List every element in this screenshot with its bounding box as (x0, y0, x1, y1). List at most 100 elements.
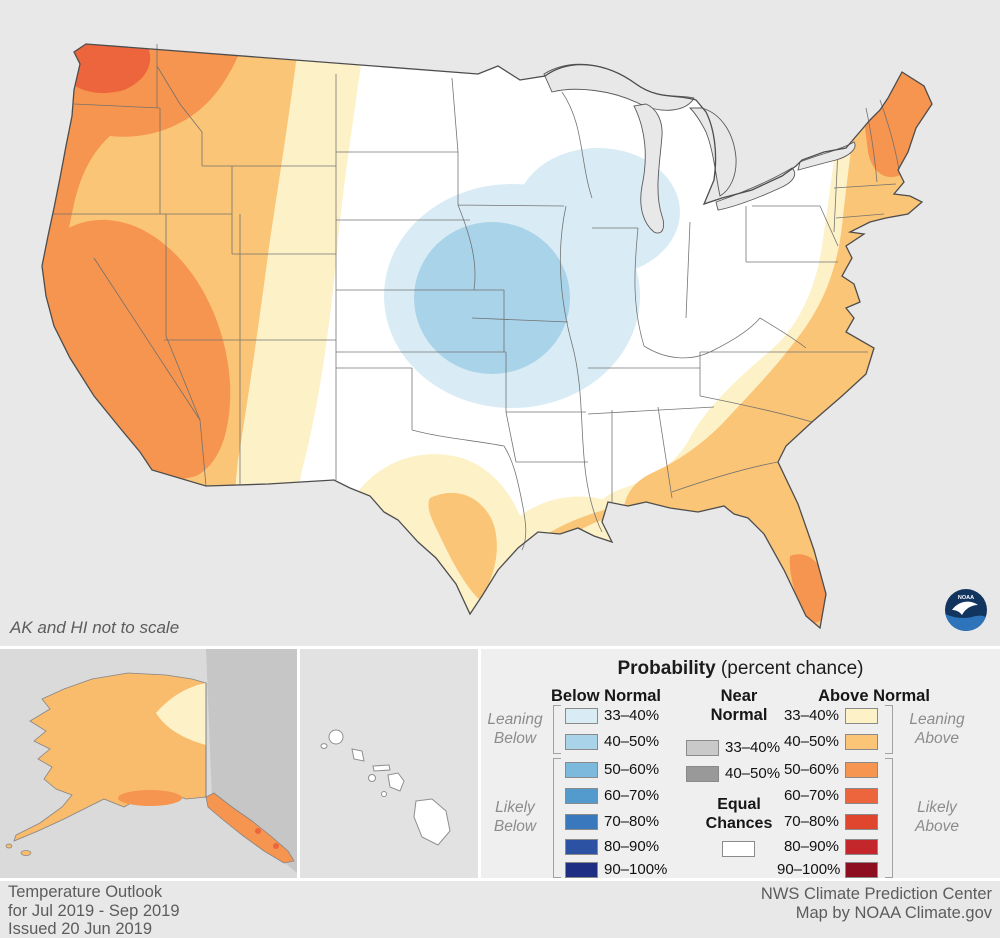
legend-row-label: 60–70% (604, 787, 660, 804)
group-label-likely-below: Likely Below (493, 799, 537, 835)
legend-row-label: 33–40% (604, 707, 660, 724)
island-kauai (328, 729, 344, 745)
alaska-above-50-60-coast (118, 790, 182, 806)
legend-swatch (722, 841, 755, 857)
legend-row-label: 40–50% (725, 765, 781, 782)
island-oahu (351, 748, 365, 762)
footer-period: for Jul 2019 - Sep 2019 (8, 901, 180, 920)
footer: Temperature Outlook for Jul 2019 - Sep 2… (0, 881, 1000, 938)
legend-swatch (565, 838, 598, 855)
florida-above-50-60 (789, 554, 828, 623)
legend-row-near-1: 40–50% (686, 765, 780, 782)
legend-swatch (686, 765, 719, 782)
legend-row-below-6: 90–100% (565, 861, 667, 878)
lake-huron (688, 107, 737, 197)
island-molokai (372, 764, 391, 772)
noaa-sea-shape (945, 614, 987, 631)
legend-row-near-0: 33–40% (686, 739, 780, 756)
group-label-leaning-above: Leaning Above (909, 711, 965, 747)
legend-row-label: 70–80% (783, 813, 839, 830)
bracket-likely-above (885, 758, 893, 878)
footer-source: NWS Climate Prediction Center (760, 885, 992, 903)
legend-title: Probability (percent chance) (481, 658, 1000, 680)
legend-swatch (845, 761, 878, 778)
legend-swatch (565, 813, 598, 830)
legend-row-label: 90–100% (777, 861, 841, 878)
legend-swatch (565, 787, 598, 804)
center-below-40-50 (414, 222, 570, 374)
island-hawaii (413, 798, 451, 846)
legend-panel: Probability (percent chance) Below Norma… (481, 649, 1000, 878)
legend-row-label: 40–50% (783, 733, 839, 750)
legend-swatch (845, 733, 878, 750)
legend-swatch (565, 761, 598, 778)
legend-row-below-1: 40–50% (565, 733, 659, 750)
noaa-logo: NOAA (944, 588, 988, 632)
legend-row-above-3: 60–70% (777, 787, 878, 804)
panhandle-above-60-70-spot2 (273, 843, 279, 849)
footer-left: Temperature Outlook for Jul 2019 - Sep 2… (8, 883, 180, 938)
group-label-likely-above: Likely Above (915, 799, 959, 835)
legend-swatch (686, 739, 719, 756)
legend-row-label: 60–70% (783, 787, 839, 804)
legend-swatch (845, 707, 878, 724)
hawaii-islands-equal-chances (320, 729, 451, 846)
footer-issued: Issued 20 Jun 2019 (8, 920, 153, 938)
island-kahoolawe (381, 791, 387, 797)
newengland-above-50-60 (856, 44, 932, 177)
bracket-likely-below (553, 758, 561, 878)
noaa-gull-shape (952, 601, 978, 615)
legend-row-label: 90–100% (604, 861, 668, 878)
conus-map-area: AK and HI not to scale NOAA (0, 0, 1000, 646)
legend-title-bold: Probability (617, 658, 716, 679)
state-borders (52, 44, 900, 551)
alaska-panhandle-above-50-60 (205, 792, 295, 864)
panhandle-above-60-70-spot (255, 828, 261, 834)
legend-header-above: Above Normal (818, 687, 930, 705)
legend-swatch (845, 813, 878, 830)
center-below-33-40-b (516, 148, 680, 276)
texas-above-40-50 (428, 492, 497, 600)
legend-row-label: 80–90% (783, 838, 839, 855)
legend-row-above-1: 40–50% (777, 733, 878, 750)
island-lanai (368, 774, 376, 782)
lake-michigan (633, 103, 665, 234)
legend-row-below-0: 33–40% (565, 707, 659, 724)
hawaii-inset-svg (300, 649, 478, 878)
legend-swatch (565, 733, 598, 750)
legend-title-rest: (percent chance) (715, 658, 864, 679)
legend-swatch (845, 861, 878, 878)
bottom-row: Probability (percent chance) Below Norma… (0, 649, 1000, 878)
legend-swatch (565, 707, 598, 724)
alaska-above-33-40 (156, 683, 206, 745)
legend-row-above-5: 80–90% (777, 838, 878, 855)
legend-row-label: 50–60% (783, 761, 839, 778)
legend-row-label: 50–60% (604, 761, 660, 778)
footer-right: NWS Climate Prediction Center Map by NOA… (761, 885, 992, 924)
canada-landmass (206, 649, 297, 873)
island-niihau (320, 743, 328, 749)
us-outline (41, 43, 933, 630)
legend-row-label: 70–80% (604, 813, 660, 830)
legend-row-label: 40–50% (604, 733, 660, 750)
legend-row-above-2: 50–60% (777, 761, 878, 778)
group-label-leaning-below: Leaning Below (487, 711, 543, 747)
equal-chances-label: Equal Chances (705, 796, 773, 833)
bracket-leaning-below (553, 705, 561, 754)
legend-row-below-3: 60–70% (565, 787, 659, 804)
noaa-logo-text: NOAA (958, 595, 974, 601)
scale-note: AK and HI not to scale (10, 618, 180, 637)
bracket-leaning-above (885, 705, 893, 754)
hawaii-inset (300, 649, 478, 878)
noaa-emblem-icon: NOAA (945, 589, 987, 631)
legend-row-label: 33–40% (783, 707, 839, 724)
legend-header-near: Near Normal (710, 687, 768, 724)
alaska-inset-svg (0, 649, 297, 878)
aleutian-island2 (5, 843, 13, 849)
footer-title: Temperature Outlook (8, 883, 163, 901)
legend-swatch (845, 787, 878, 804)
legend-row-below-5: 80–90% (565, 838, 659, 855)
legend-row-above-4: 70–80% (777, 813, 878, 830)
legend-row-label: 80–90% (604, 838, 660, 855)
legend-swatch (565, 861, 598, 878)
